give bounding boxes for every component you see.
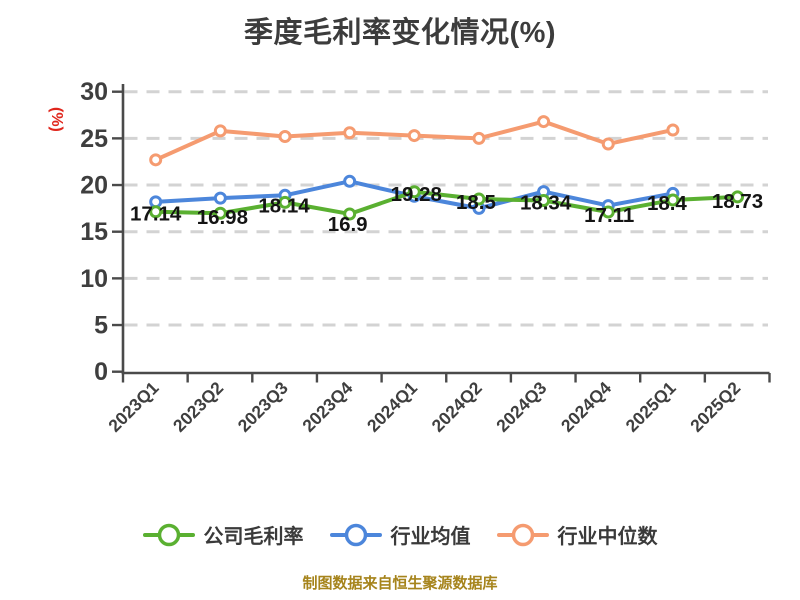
series-industry-median [149, 115, 680, 167]
y-axis-label-10: 10 [80, 265, 108, 293]
y-axis-label-25: 25 [80, 125, 108, 153]
y-axis-labels: 0 5 10 15 20 25 30 [80, 78, 108, 386]
company-gross-margin-line [153, 189, 740, 216]
industry-average-point [343, 174, 357, 188]
company-gross-margin-point [213, 206, 227, 220]
company-gross-margin-point [731, 190, 745, 204]
x-axis-labels: 2023Q1 2023Q2 2023Q3 2023Q4 2024Q1 2024Q2 2024… [104, 378, 744, 436]
data-label-18.73: 18.73 [712, 190, 763, 213]
legend-item-industry-average[interactable]: 行业均值 [329, 520, 471, 549]
industry-median-point [537, 115, 551, 129]
industry-median-point [278, 130, 292, 144]
data-label-18.34: 18.34 [520, 192, 572, 215]
industry-median-point [213, 124, 227, 138]
legend-circle-icon [157, 523, 180, 546]
chart-title: 季度毛利率变化情况(%) [243, 17, 557, 49]
legend-label: 行业中位数 [557, 526, 658, 548]
x-axis-label-2024Q4: 2024Q4 [557, 378, 615, 436]
data-label-17.14: 17.14 [130, 203, 182, 226]
industry-median-point [666, 123, 680, 137]
x-axis-label-2023Q3: 2023Q3 [234, 378, 292, 436]
x-axis-label-2023Q2: 2023Q2 [169, 378, 227, 436]
axes [112, 84, 771, 383]
x-axis-label-2025Q2: 2025Q2 [686, 378, 744, 436]
data-label-16.98: 16.98 [197, 206, 248, 229]
company-gross-margin-point [601, 205, 615, 219]
gridlines [124, 90, 768, 327]
industry-median-point [149, 153, 163, 167]
legend-label: 公司毛利率 [203, 526, 304, 548]
industry-average-point [213, 191, 227, 205]
data-label-16.9: 16.9 [328, 213, 368, 236]
company-gross-margin-point [666, 193, 680, 207]
legend-marker-company-gross-margin [142, 523, 195, 546]
x-axis-label-2025Q1: 2025Q1 [622, 378, 680, 436]
data-label-19.28: 19.28 [391, 183, 442, 206]
x-axis-label-2024Q1: 2024Q1 [363, 378, 421, 436]
x-axis-label-2024Q3: 2024Q3 [492, 378, 550, 436]
industry-median-point [343, 126, 357, 140]
y-axis-label-15: 15 [80, 218, 108, 246]
industry-median-point [407, 129, 421, 143]
x-axis-label-2023Q4: 2023Q4 [298, 378, 356, 436]
footer-source-note: 制图数据来自恒生聚源数据库 [302, 575, 498, 592]
company-gross-margin-point [278, 195, 292, 209]
company-gross-margin-point [472, 192, 486, 206]
company-gross-margin-point [343, 207, 357, 221]
y-axis-label-20: 20 [80, 172, 108, 200]
data-label-18.14: 18.14 [258, 194, 310, 217]
company-gross-margin-point [537, 194, 551, 208]
y-axis-label-5: 5 [94, 312, 108, 340]
data-label-18.4: 18.4 [647, 192, 687, 215]
data-label-17.11: 17.11 [584, 204, 634, 227]
y-axis-unit-label: (%) [48, 107, 65, 132]
y-axis-label-30: 30 [80, 78, 108, 106]
legend: 公司毛利率 行业均值 行业中位数 [0, 520, 800, 549]
industry-median-point [472, 131, 486, 145]
company-gross-margin-point [407, 185, 421, 199]
data-label-18.5: 18.5 [456, 191, 496, 214]
legend-circle-icon [344, 523, 367, 546]
legend-label: 行业均值 [390, 526, 471, 548]
data-labels: 17.14 16.98 18.14 16.9 19.28 18.5 18.34 17.11 18… [130, 183, 763, 236]
x-axis-label-2024Q2: 2024Q2 [428, 378, 486, 436]
legend-item-industry-median[interactable]: 行业中位数 [496, 520, 658, 549]
x-axis-label-2023Q1: 2023Q1 [104, 378, 162, 436]
industry-median-point [601, 137, 615, 151]
legend-circle-icon [511, 523, 534, 546]
y-axis-label-0: 0 [94, 358, 108, 386]
legend-item-company-gross-margin[interactable]: 公司毛利率 [142, 520, 304, 549]
legend-marker-industry-average [329, 523, 382, 546]
legend-marker-industry-median [496, 523, 549, 546]
series-company-gross-margin [149, 185, 745, 221]
company-gross-margin-point [149, 205, 163, 219]
